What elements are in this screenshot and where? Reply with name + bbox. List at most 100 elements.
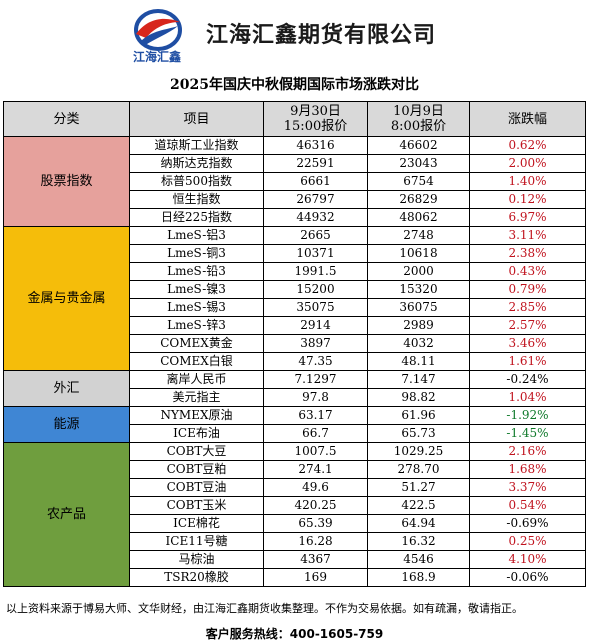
- table-row: 日经225指数 44932 48062 6.97%: [4, 208, 586, 227]
- price-oct9-cell: 2989: [367, 316, 470, 335]
- column-header-item: 项目: [129, 101, 264, 137]
- item-cell: COBT豆油: [129, 478, 264, 497]
- hotline: 客户服务热线：400-1605-759: [205, 627, 384, 641]
- table-row: 农产品 COBT大豆 1007.5 1029.25 2.16%: [3, 442, 586, 587]
- column-header-sep30: 9月30日 15:00报价: [263, 101, 368, 137]
- change-cell: 0.25%: [469, 532, 586, 551]
- change-cell: -1.45%: [469, 424, 586, 443]
- item-cell: 纳斯达克指数: [129, 154, 264, 173]
- price-oct9-cell: 6754: [367, 172, 470, 191]
- price-oct9-cell: 23043: [367, 154, 470, 173]
- price-sep30-cell: 47.35: [263, 352, 368, 371]
- item-cell: COBT大豆: [129, 442, 264, 461]
- change-cell: 2.00%: [469, 154, 586, 173]
- change-cell: 2.85%: [469, 298, 586, 317]
- change-cell: 3.46%: [469, 334, 586, 353]
- category-cell: 外汇: [3, 370, 130, 407]
- change-cell: 2.16%: [469, 442, 586, 461]
- change-cell: -1.92%: [469, 406, 586, 425]
- column-header-oct9-line2: 8:00报价: [390, 119, 447, 134]
- price-oct9-cell: 46602: [367, 136, 470, 155]
- table-row: ICE11号糖 16.28 16.32 0.25%: [4, 532, 586, 551]
- price-sep30-cell: 15200: [263, 280, 368, 299]
- item-cell: LmeS-锌3: [129, 316, 264, 335]
- price-oct9-cell: 4032: [367, 334, 470, 353]
- change-cell: 1.68%: [469, 460, 586, 479]
- change-cell: 6.97%: [469, 208, 586, 227]
- item-cell: ICE棉花: [129, 514, 264, 533]
- item-cell: NYMEX原油: [129, 406, 264, 425]
- price-sep30-cell: 44932: [263, 208, 368, 227]
- column-header-oct9-line1: 10月9日: [393, 104, 444, 119]
- price-sep30-cell: 1007.5: [263, 442, 368, 461]
- item-cell: COMEX黄金: [129, 334, 264, 353]
- item-cell: 美元指主: [129, 388, 264, 407]
- logo-text: 江海汇鑫: [132, 50, 181, 64]
- item-cell: LmeS-铅3: [129, 262, 264, 281]
- price-oct9-cell: 422.5: [367, 496, 470, 515]
- price-sep30-cell: 22591: [263, 154, 368, 173]
- price-sep30-cell: 63.17: [263, 406, 368, 425]
- company-logo-icon: [134, 9, 182, 51]
- item-cell: COMEX白银: [129, 352, 264, 371]
- table-row: COMEX白银 47.35 48.11 1.61%: [4, 352, 586, 371]
- table-body: 股票指数 道琼斯工业指数 46316 46602 0.62% 纳斯达克指数 22591 230…: [3, 136, 586, 587]
- column-header-oct9: 10月9日 8:00报价: [367, 101, 470, 137]
- category-cell: 能源: [3, 406, 130, 443]
- price-oct9-cell: 16.32: [367, 532, 470, 551]
- column-header-sep30-line1: 9月30日: [290, 104, 341, 119]
- price-oct9-cell: 26829: [367, 190, 470, 209]
- item-cell: ICE布油: [129, 424, 264, 443]
- table-row: LmeS-镍3 15200 15320 0.79%: [4, 280, 586, 299]
- item-cell: 离岸人民币: [129, 370, 264, 389]
- table-row: 能源 NYMEX原油 63.17 61.96 -1.92%: [3, 406, 586, 443]
- change-cell: 4.10%: [469, 550, 586, 569]
- price-oct9-cell: 36075: [367, 298, 470, 317]
- item-cell: 道琼斯工业指数: [129, 136, 264, 155]
- price-oct9-cell: 98.82: [367, 388, 470, 407]
- table-row: TSR20橡胶 169 168.9 -0.06%: [4, 568, 586, 587]
- table-row: 马棕油 4367 4546 4.10%: [4, 550, 586, 569]
- change-cell: 0.43%: [469, 262, 586, 281]
- change-cell: 3.11%: [469, 226, 586, 245]
- table-row: ICE布油 66.7 65.73 -1.45%: [4, 424, 586, 443]
- change-cell: 1.40%: [469, 172, 586, 191]
- item-cell: 马棕油: [129, 550, 264, 569]
- table-row: COBT豆粕 274.1 278.70 1.68%: [4, 460, 586, 479]
- item-cell: TSR20橡胶: [129, 568, 264, 587]
- table-row: 股票指数 道琼斯工业指数 46316 46602 0.62%: [3, 136, 586, 227]
- price-sep30-cell: 1991.5: [263, 262, 368, 281]
- item-cell: LmeS-铝3: [129, 226, 264, 245]
- price-sep30-cell: 420.25: [263, 496, 368, 515]
- price-sep30-cell: 169: [263, 568, 368, 587]
- market-table: 分类 项目 9月30日 15:00报价 10月9日 8:00报价 涨跌幅 股票指…: [3, 101, 586, 587]
- table-row: COMEX黄金 3897 4032 3.46%: [4, 334, 586, 353]
- price-sep30-cell: 65.39: [263, 514, 368, 533]
- price-oct9-cell: 65.73: [367, 424, 470, 443]
- price-oct9-cell: 10618: [367, 244, 470, 263]
- price-sep30-cell: 35075: [263, 298, 368, 317]
- column-header-sep30-line2: 15:00报价: [283, 119, 348, 134]
- price-oct9-cell: 2748: [367, 226, 470, 245]
- table-row: COBT玉米 420.25 422.5 0.54%: [4, 496, 586, 515]
- price-oct9-cell: 48062: [367, 208, 470, 227]
- item-cell: LmeS-锡3: [129, 298, 264, 317]
- table-row: ICE棉花 65.39 64.94 -0.69%: [4, 514, 586, 533]
- change-cell: 2.38%: [469, 244, 586, 263]
- price-oct9-cell: 7.147: [367, 370, 470, 389]
- change-cell: 0.12%: [469, 190, 586, 209]
- change-cell: -0.24%: [469, 370, 586, 389]
- category-cell: 股票指数: [3, 136, 130, 227]
- price-sep30-cell: 2665: [263, 226, 368, 245]
- change-cell: -0.06%: [469, 568, 586, 587]
- change-cell: 1.04%: [469, 388, 586, 407]
- price-oct9-cell: 1029.25: [367, 442, 470, 461]
- price-sep30-cell: 97.8: [263, 388, 368, 407]
- change-cell: 0.79%: [469, 280, 586, 299]
- price-oct9-cell: 64.94: [367, 514, 470, 533]
- table-row: 标普500指数 6661 6754 1.40%: [4, 172, 586, 191]
- table-row: 金属与贵金属 LmeS-铝3 2665 2748 3.11%: [3, 226, 586, 371]
- change-cell: 0.62%: [469, 136, 586, 155]
- item-cell: COBT豆粕: [129, 460, 264, 479]
- price-oct9-cell: 2000: [367, 262, 470, 281]
